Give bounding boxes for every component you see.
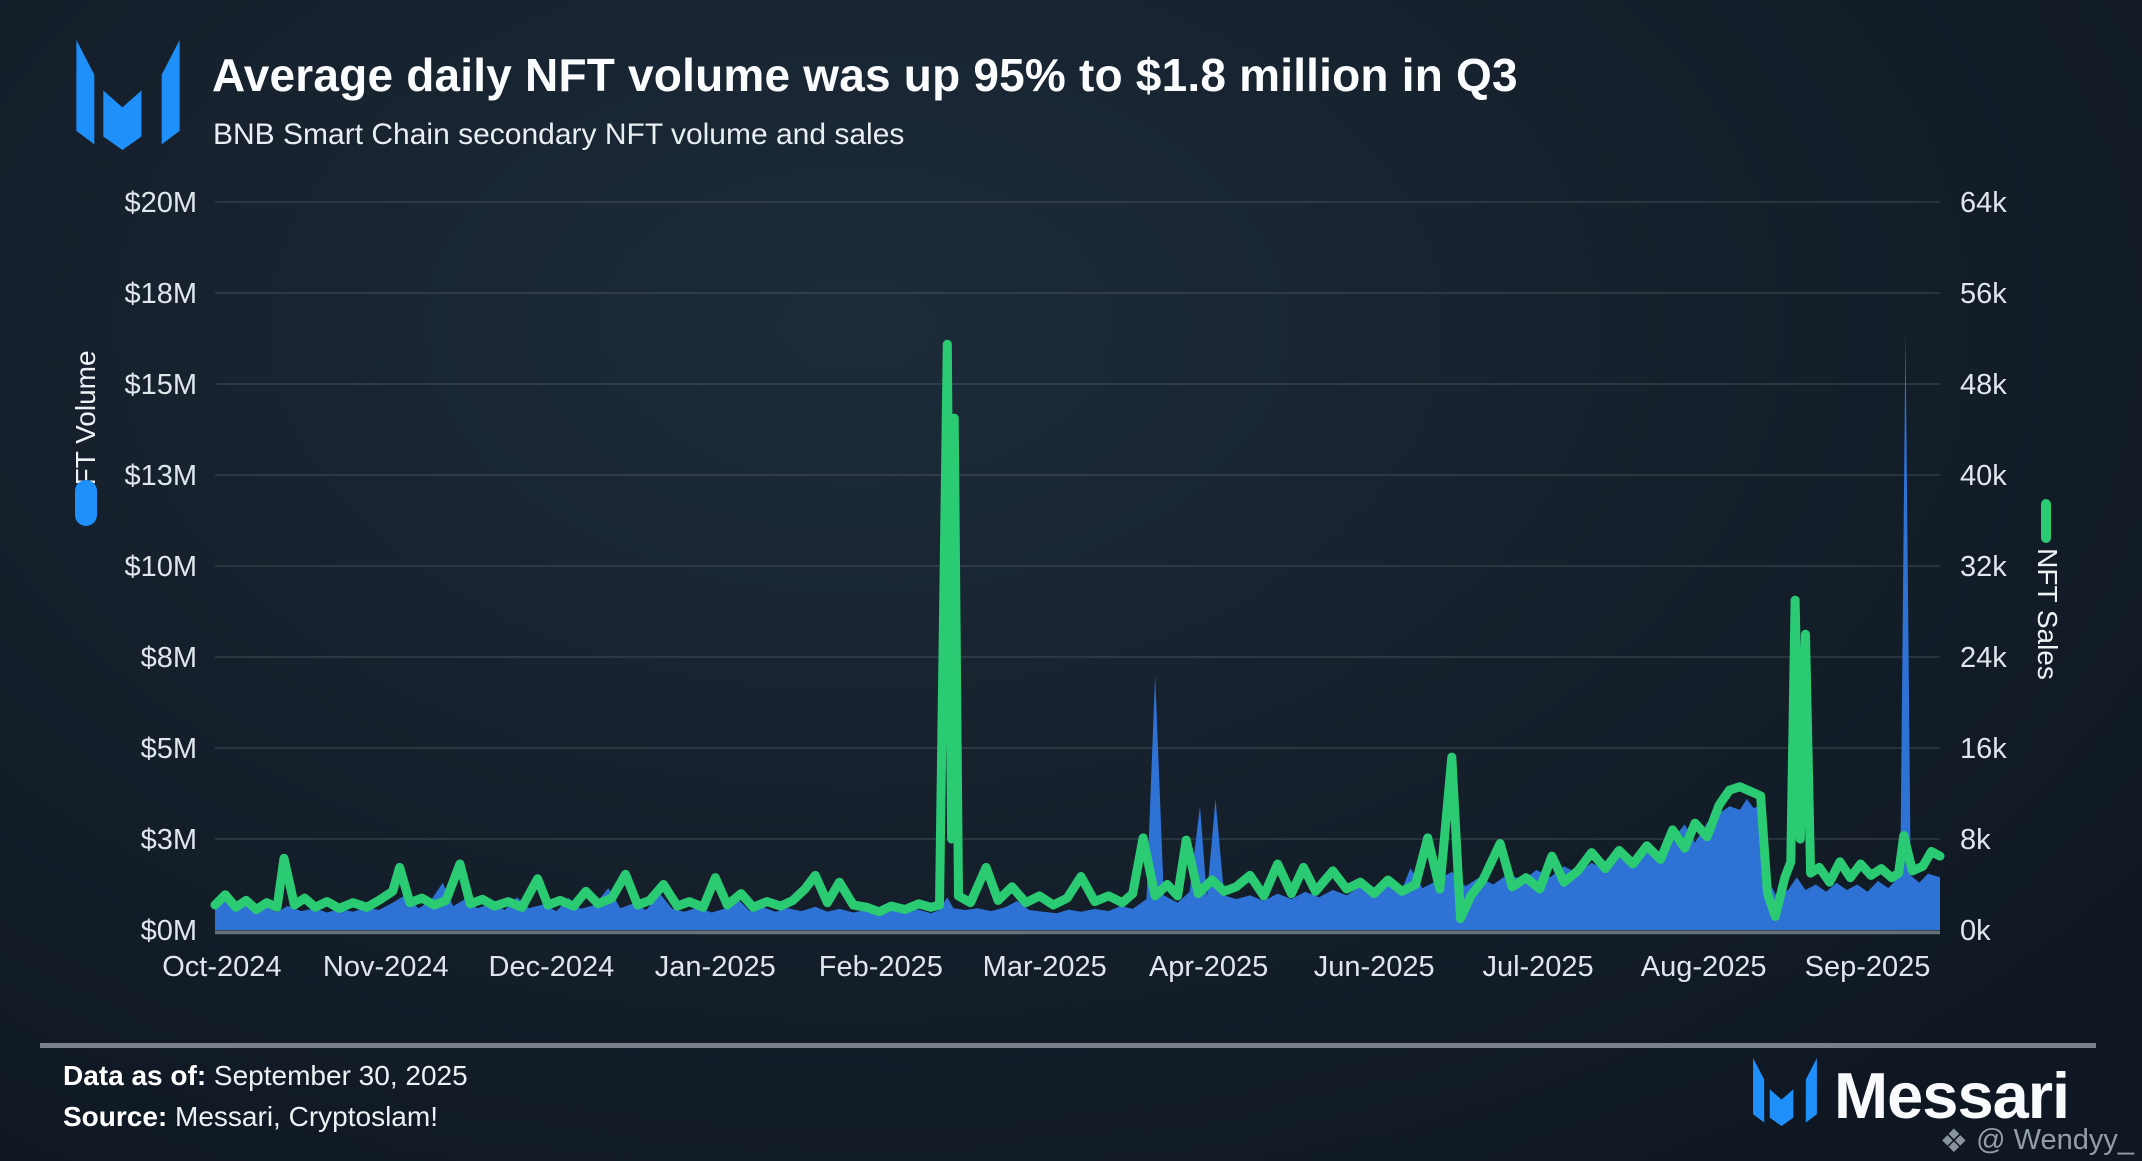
svg-text:Jun-2025: Jun-2025 [1314, 951, 1435, 983]
svg-text:0k: 0k [1960, 915, 1991, 947]
svg-text:Jan-2025: Jan-2025 [655, 951, 776, 983]
page-subtitle: BNB Smart Chain secondary NFT volume and… [213, 118, 905, 151]
source-line: Source: Messari, Cryptoslam! [63, 1101, 438, 1133]
sales-legend-swatch [2041, 499, 2051, 543]
svg-text:Apr-2025: Apr-2025 [1149, 951, 1268, 983]
data-as-of-value: September 30, 2025 [206, 1060, 468, 1091]
svg-text:$3M: $3M [141, 824, 197, 856]
svg-text:Oct-2024: Oct-2024 [162, 951, 281, 983]
svg-text:$0M: $0M [141, 915, 197, 947]
messari-m-icon [1753, 1058, 1817, 1126]
svg-text:64k: 64k [1960, 187, 2007, 219]
svg-text:$18M: $18M [124, 278, 197, 310]
svg-text:$5M: $5M [141, 733, 197, 765]
svg-text:16k: 16k [1960, 733, 2007, 765]
svg-text:Aug-2025: Aug-2025 [1641, 951, 1767, 983]
source-label: Source: [63, 1101, 168, 1132]
data-as-of-label: Data as of: [63, 1060, 207, 1091]
svg-text:40k: 40k [1960, 460, 2007, 492]
messari-logo [76, 40, 180, 150]
svg-text:32k: 32k [1960, 551, 2007, 583]
svg-text:8k: 8k [1960, 824, 1991, 856]
svg-text:Feb-2025: Feb-2025 [819, 951, 943, 983]
svg-text:Mar-2025: Mar-2025 [983, 951, 1107, 983]
svg-text:$8M: $8M [141, 642, 197, 674]
brand-wordmark: Messari [1834, 1059, 2070, 1132]
svg-text:$20M: $20M [124, 187, 197, 219]
svg-text:$13M: $13M [124, 460, 197, 492]
svg-text:$15M: $15M [124, 369, 197, 401]
source-value: Messari, Cryptoslam! [167, 1101, 438, 1132]
svg-text:48k: 48k [1960, 369, 2007, 401]
footer-divider [40, 1043, 2096, 1048]
watermark: ❖ @ Wendyy_ [1939, 1124, 2134, 1157]
svg-text:Dec-2024: Dec-2024 [489, 951, 615, 983]
page-title: Average daily NFT volume was up 95% to $… [212, 49, 1518, 101]
messari-m-icon [76, 40, 180, 150]
svg-text:Sep-2025: Sep-2025 [1805, 951, 1931, 983]
svg-text:Jul-2025: Jul-2025 [1482, 951, 1593, 983]
watermark-handle: @ Wendyy_ [1976, 1124, 2134, 1156]
svg-text:56k: 56k [1960, 278, 2007, 310]
volume-legend-swatch [75, 480, 97, 526]
nft-volume-sales-chart: $0M 0k $3M 8k $5M 16k $8M 24k $10M 32k $13M 40k $15M… [124, 187, 2007, 983]
messari-footer-logo [1753, 1058, 1817, 1126]
svg-text:24k: 24k [1960, 642, 2007, 674]
binance-diamond-icon: ❖ [1939, 1122, 1969, 1159]
right-axis-title: NFT Sales [2032, 548, 2063, 680]
svg-text:$10M: $10M [124, 551, 197, 583]
data-as-of-line: Data as of: September 30, 2025 [63, 1060, 468, 1092]
svg-text:Nov-2024: Nov-2024 [323, 951, 449, 983]
